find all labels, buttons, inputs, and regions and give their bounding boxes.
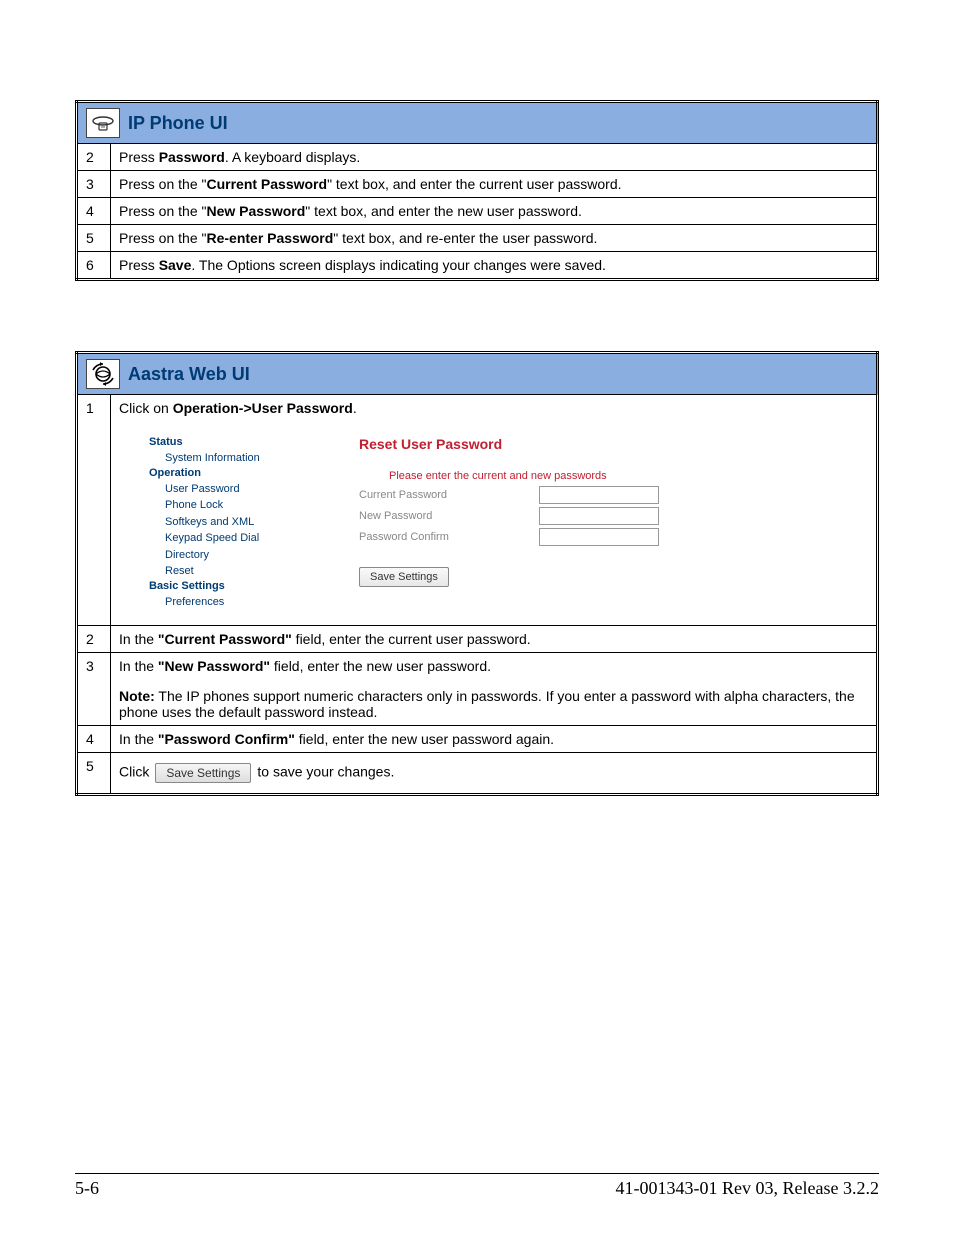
mockup-password-input[interactable] — [539, 528, 659, 546]
mockup-nav-group[interactable]: Operation — [149, 467, 289, 479]
mockup-nav-item[interactable]: Softkeys and XML — [149, 514, 289, 531]
step-text: to save your changes. — [257, 764, 394, 780]
step-cell: In the "Password Confirm" field, enter t… — [111, 726, 878, 753]
footer-doc-id: 41-001343-01 Rev 03, Release 3.2.2 — [616, 1178, 879, 1199]
step-number: 2 — [77, 144, 111, 171]
mockup-field-label: New Password — [359, 510, 539, 522]
table-row: 3Press on the "Current Password" text bo… — [77, 171, 878, 198]
mockup-subtitle: Please enter the current and new passwor… — [359, 470, 838, 482]
mockup-field-label: Password Confirm — [359, 531, 539, 543]
mockup-password-input[interactable] — [539, 486, 659, 504]
mockup-nav: Status System InformationOperation User Pa… — [149, 436, 289, 610]
table-row: 1 Click on Operation->User Password. Sta… — [77, 395, 878, 626]
step-cell: Click Save Settings to save your changes. — [111, 753, 878, 795]
table-row: 4 In the "Password Confirm" field, enter … — [77, 726, 878, 753]
mockup-nav-item[interactable]: Reset — [149, 563, 289, 580]
ip-phone-ui-table: IP Phone UI 2Press Password. A keyboard … — [75, 100, 879, 281]
step-text: In the "New Password" field, enter the n… — [119, 658, 868, 674]
table-row: 3 In the "New Password" field, enter the … — [77, 653, 878, 726]
step-number: 3 — [77, 171, 111, 198]
step-number: 1 — [77, 395, 111, 626]
step-text: Click on Operation->User Password. — [119, 400, 868, 416]
step-text: In the "Password Confirm" field, enter t… — [119, 731, 868, 747]
step-text: Press Password. A keyboard displays. — [111, 144, 878, 171]
mockup-field-label: Current Password — [359, 489, 539, 501]
table-row: 5Press on the "Re-enter Password" text b… — [77, 225, 878, 252]
step-number: 4 — [77, 726, 111, 753]
table-row: 2 In the "Current Password" field, enter … — [77, 626, 878, 653]
step-number: 3 — [77, 653, 111, 726]
step-text: In the "Current Password" field, enter t… — [119, 631, 868, 647]
step-text: Press Save. The Options screen displays … — [111, 252, 878, 280]
step-text: Press on the "Re-enter Password" text bo… — [111, 225, 878, 252]
aastra-web-ui-table: Aastra Web UI 1 Click on Operation->User… — [75, 351, 879, 796]
page-footer: 5-6 41-001343-01 Rev 03, Release 3.2.2 — [75, 1173, 879, 1199]
step-text: Click — [119, 764, 149, 780]
table1-header: IP Phone UI — [77, 102, 878, 144]
step-text: Press on the "New Password" text box, an… — [111, 198, 878, 225]
mockup-title: Reset User Password — [359, 436, 838, 452]
table1-title: IP Phone UI — [128, 113, 228, 134]
step-number: 2 — [77, 626, 111, 653]
table2-title: Aastra Web UI — [128, 364, 250, 385]
mockup-field-row: New Password — [359, 507, 838, 525]
globe-arrows-icon — [86, 359, 120, 389]
phone-icon — [86, 108, 120, 138]
step-number: 5 — [77, 753, 111, 795]
inline-save-settings-button[interactable]: Save Settings — [155, 763, 251, 783]
step-number: 5 — [77, 225, 111, 252]
mockup-nav-item[interactable]: Keypad Speed Dial — [149, 530, 289, 547]
step-text: Press on the "Current Password" text box… — [111, 171, 878, 198]
mockup-field-row: Password Confirm — [359, 528, 838, 546]
footer-page-number: 5-6 — [75, 1178, 99, 1199]
mockup-nav-item[interactable]: Preferences — [149, 594, 289, 611]
mockup-main: Reset User Password Please enter the cur… — [359, 436, 838, 610]
table-row: 5 Click Save Settings to save your changes. — [77, 753, 878, 795]
mockup-save-settings-button[interactable]: Save Settings — [359, 567, 449, 587]
step-cell: In the "New Password" field, enter the n… — [111, 653, 878, 726]
table-row: 4Press on the "New Password" text box, a… — [77, 198, 878, 225]
mockup-nav-group[interactable]: Basic Settings — [149, 580, 289, 592]
mockup-field-row: Current Password — [359, 486, 838, 504]
step-text: Note: The IP phones support numeric char… — [119, 688, 868, 720]
step-number: 4 — [77, 198, 111, 225]
mockup-nav-group[interactable]: Status — [149, 436, 289, 448]
table-row: 2Press Password. A keyboard displays. — [77, 144, 878, 171]
web-ui-mockup: Status System InformationOperation User Pa… — [119, 416, 868, 620]
page: IP Phone UI 2Press Password. A keyboard … — [0, 0, 954, 1235]
step-cell: In the "Current Password" field, enter t… — [111, 626, 878, 653]
step-number: 6 — [77, 252, 111, 280]
mockup-password-input[interactable] — [539, 507, 659, 525]
step-cell: Click on Operation->User Password. Statu… — [111, 395, 878, 626]
table-row: 6Press Save. The Options screen displays… — [77, 252, 878, 280]
table2-header: Aastra Web UI — [77, 353, 878, 395]
mockup-nav-item[interactable]: User Password — [149, 481, 289, 498]
mockup-nav-item[interactable]: System Information — [149, 450, 289, 467]
mockup-nav-item[interactable]: Phone Lock — [149, 497, 289, 514]
mockup-nav-item[interactable]: Directory — [149, 547, 289, 564]
